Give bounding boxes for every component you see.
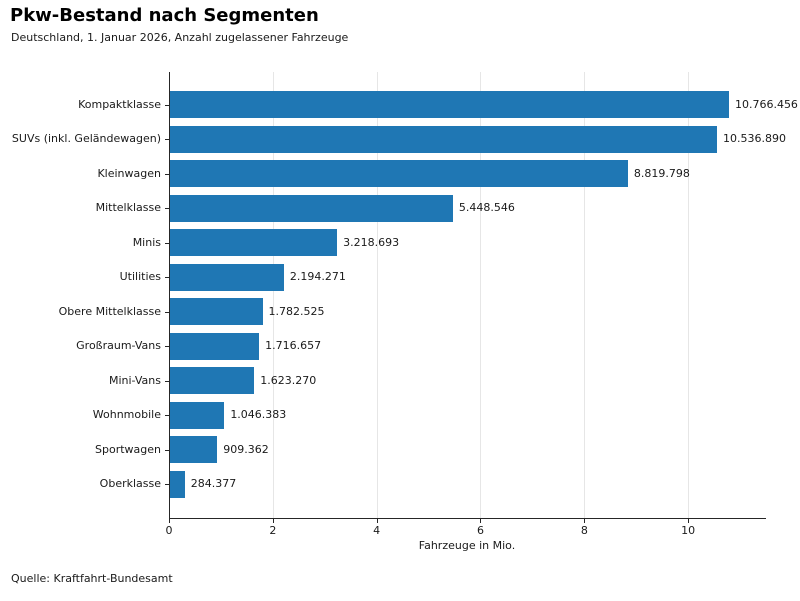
x-tick-mark — [169, 519, 170, 523]
y-tick-mark — [165, 449, 169, 451]
category-label: Obere Mittelklasse — [58, 304, 161, 318]
x-tick-mark — [376, 519, 378, 523]
y-tick-mark — [165, 173, 169, 175]
category-label: Mittelklasse — [95, 201, 161, 214]
y-axis-spine — [169, 72, 170, 519]
category-label: Mini-Vans — [108, 373, 161, 387]
gridline — [584, 72, 586, 518]
bar-minis — [170, 229, 338, 256]
x-tick-label: 2 — [269, 524, 277, 537]
bar-kompaktklasse — [170, 91, 729, 118]
value-label: 10.536.890 — [723, 132, 787, 145]
bar-mini-vans — [170, 367, 255, 394]
x-tick-mark — [272, 519, 274, 523]
y-tick-mark — [165, 208, 169, 209]
bar-sportwagen — [170, 436, 218, 463]
bar-suvs-inkl-gel-ndewagen- — [170, 125, 718, 153]
x-tick-mark — [480, 519, 482, 523]
y-tick-mark — [165, 346, 169, 347]
category-label: Kompaktklasse — [78, 97, 161, 111]
x-tick-label: 0 — [165, 524, 173, 537]
y-tick-mark — [165, 104, 169, 106]
value-label: 1.782.525 — [268, 304, 325, 318]
category-label: Großraum-Vans — [76, 339, 161, 352]
y-tick-mark — [165, 139, 169, 140]
y-tick-mark — [165, 311, 169, 313]
x-tick-label: 4 — [373, 524, 381, 537]
x-axis-label: Fahrzeuge in Mio. — [418, 539, 516, 552]
value-label: 8.819.798 — [633, 166, 690, 180]
category-label: Sportwagen — [95, 442, 161, 456]
x-axis-spine — [169, 518, 766, 519]
category-label: Oberklasse — [99, 477, 161, 490]
bar-oberklasse — [170, 470, 185, 498]
chart-title: Pkw-Bestand nach Segmenten — [10, 5, 319, 26]
value-label: 3.218.693 — [343, 235, 400, 249]
value-label: 1.623.270 — [260, 373, 317, 387]
x-tick-label: 6 — [476, 524, 484, 537]
category-label: SUVs (inkl. Geländewagen) — [11, 132, 161, 145]
value-label: 5.448.546 — [458, 201, 515, 214]
bar-mittelklasse — [170, 194, 453, 222]
y-tick-mark — [165, 484, 169, 485]
x-tick-label: 10 — [681, 524, 696, 537]
source-note: Quelle: Kraftfahrt-Bundesamt — [11, 572, 173, 585]
gridline — [480, 72, 482, 518]
y-tick-mark — [165, 415, 169, 416]
chart-subtitle: Deutschland, 1. Januar 2026, Anzahl zuge… — [11, 31, 349, 44]
y-tick-mark — [165, 242, 169, 244]
value-label: 1.046.383 — [230, 408, 287, 421]
category-label: Minis — [132, 235, 161, 249]
bar-kleinwagen — [170, 160, 628, 187]
bar-obere-mittelklasse — [170, 298, 263, 325]
x-tick-label: 8 — [580, 524, 588, 537]
category-label: Kleinwagen — [97, 166, 161, 180]
value-label: 10.766.456 — [734, 97, 798, 111]
bar-utilities — [170, 263, 284, 291]
category-label: Utilities — [119, 270, 161, 283]
x-tick-mark — [688, 519, 690, 523]
x-tick-mark — [584, 519, 586, 523]
y-tick-mark — [165, 277, 169, 278]
value-label: 284.377 — [190, 477, 237, 490]
category-label: Wohnmobile — [92, 408, 161, 421]
bar-wohnmobile — [170, 401, 225, 429]
value-label: 909.362 — [223, 442, 269, 456]
bar-gro-raum-vans — [170, 332, 260, 360]
gridline — [376, 72, 378, 518]
gridline — [272, 72, 274, 518]
value-label: 2.194.271 — [289, 270, 346, 283]
gridline — [688, 72, 690, 518]
y-tick-mark — [165, 380, 169, 382]
value-label: 1.716.657 — [265, 339, 322, 352]
